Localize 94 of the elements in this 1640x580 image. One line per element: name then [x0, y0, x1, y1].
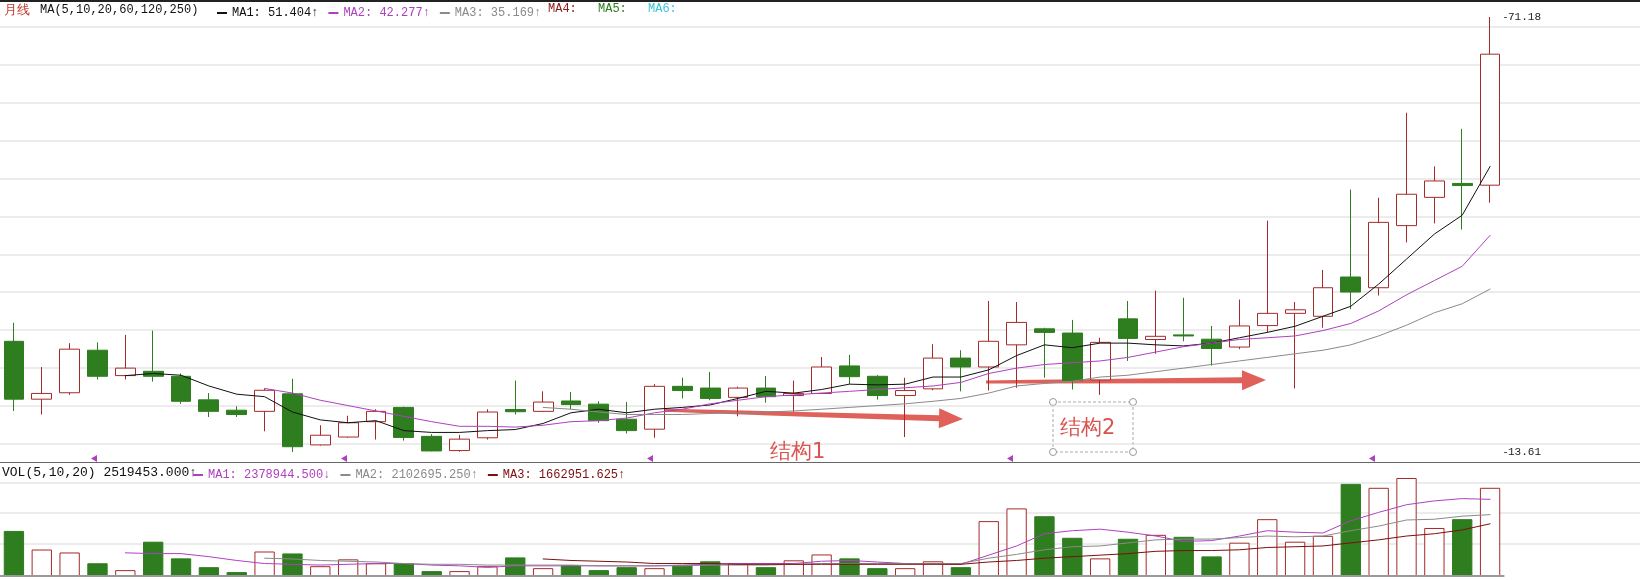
legend-label: MA1: 51.404↑	[232, 6, 319, 20]
candlestick	[198, 392, 219, 418]
bar	[950, 567, 972, 576]
bar	[1368, 487, 1389, 576]
legend-label: MA3: 35.169↑	[454, 6, 542, 20]
bar	[867, 568, 888, 576]
candlestick	[393, 406, 414, 442]
bar	[978, 521, 999, 576]
legend-label: MA1: 2378944.500↓	[208, 468, 331, 482]
bar	[1424, 527, 1445, 576]
candlestick	[923, 343, 943, 391]
candlestick	[310, 424, 331, 447]
candlestick	[1424, 165, 1445, 224]
bar	[1006, 508, 1027, 576]
bar	[254, 551, 275, 576]
text: MA4:	[548, 2, 577, 17]
bar	[1034, 516, 1055, 576]
candlestick	[978, 300, 999, 392]
bar	[1479, 487, 1501, 576]
candlestick	[1368, 197, 1389, 297]
candlestick	[115, 334, 136, 381]
candlestick	[338, 415, 359, 439]
annotation: 结构2	[1060, 415, 1116, 440]
bar	[895, 568, 916, 576]
bar	[1089, 558, 1111, 576]
candlestick	[1062, 319, 1083, 391]
bar	[1201, 556, 1222, 576]
candlestick	[895, 377, 916, 438]
y-tick-label: 13.61	[1508, 446, 1542, 458]
candlestick	[1034, 327, 1055, 379]
legend-label: MA2: 42.277↑	[343, 6, 430, 20]
text: MA6:	[648, 2, 677, 17]
bar	[644, 568, 665, 576]
candlestick	[1396, 112, 1417, 243]
text: MA5:	[598, 2, 627, 17]
candlestick	[1145, 290, 1166, 355]
bar	[1173, 536, 1194, 576]
bar	[170, 558, 192, 576]
chart-title: 月线	[4, 2, 30, 17]
candlestick	[533, 390, 554, 413]
bar	[59, 552, 80, 576]
bar	[1229, 542, 1250, 576]
candlestick	[1452, 128, 1473, 231]
candlestick	[254, 387, 275, 432]
annotation: 结构1	[770, 439, 826, 464]
candlestick	[4, 322, 24, 412]
candlestick	[505, 380, 526, 416]
candlestick	[1285, 301, 1306, 389]
bar	[1396, 478, 1417, 576]
candlestick	[31, 366, 52, 416]
candlestick	[1006, 301, 1027, 389]
candlestick	[672, 377, 693, 399]
candlestick	[561, 391, 581, 410]
bar	[1257, 519, 1278, 576]
candlestick	[1340, 189, 1361, 310]
bar	[1312, 535, 1334, 576]
candlestick	[950, 349, 971, 392]
bar	[3, 530, 25, 576]
candlestick	[1118, 300, 1138, 362]
candlestick	[811, 356, 832, 395]
candlestick	[1313, 269, 1333, 329]
legend-label: MA2: 2102695.250↑	[355, 468, 478, 482]
bar	[87, 563, 108, 576]
bar	[310, 566, 331, 576]
candlestick	[87, 341, 108, 381]
line-series	[542, 288, 1491, 416]
candlestick	[226, 405, 247, 418]
candlestick	[171, 372, 191, 405]
candlestick	[728, 386, 748, 417]
bar	[1284, 541, 1306, 576]
bar	[143, 541, 164, 576]
candlestick	[1173, 297, 1194, 342]
bar	[1340, 483, 1361, 576]
bar	[1452, 519, 1473, 576]
candlestick	[1257, 220, 1278, 333]
legend-label: MA3: 1662951.625↑	[502, 468, 626, 482]
candlestick	[282, 378, 303, 453]
bar	[616, 567, 637, 576]
bar	[31, 549, 52, 576]
bar	[1062, 537, 1083, 576]
candlestick	[644, 383, 665, 439]
y-tick-label: 71.18	[1508, 11, 1542, 23]
candlestick	[1480, 16, 1500, 204]
candlestick	[421, 433, 442, 452]
candlestick	[839, 354, 860, 385]
candlestick	[59, 342, 80, 396]
bar	[198, 567, 220, 576]
chart-subtitle: MA(5,10,20,60,120,250)	[40, 3, 199, 17]
candlestick	[477, 408, 498, 441]
candlestick	[449, 434, 470, 453]
candlestick	[616, 401, 637, 434]
chart-title: VOL(5,10,20) 2519453.000↑	[2, 465, 198, 480]
bar	[755, 567, 777, 576]
candlestick	[700, 371, 721, 401]
